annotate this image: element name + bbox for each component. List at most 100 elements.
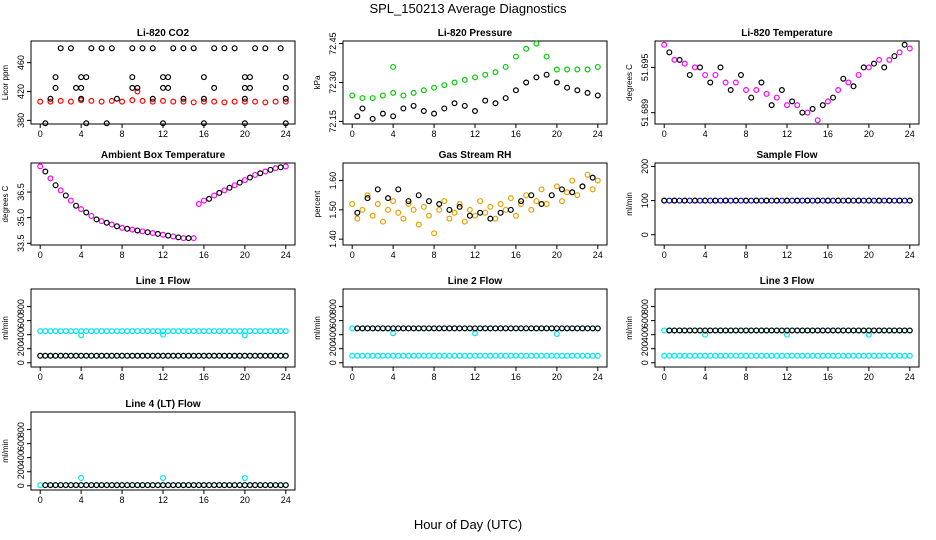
panel-7-series-0-point: [487, 352, 494, 359]
panel-9-series-0-point: [241, 475, 248, 482]
panel-7-series-2-point: [364, 325, 371, 332]
panel-6-series-2-point: [211, 352, 218, 359]
panel-0-series-1-point: [246, 74, 253, 81]
panel-3-series-0-point: [170, 233, 177, 240]
panel-5-series-1-point: [886, 197, 893, 204]
panel-0-series-0-point: [221, 99, 228, 106]
panel-7-series-2-point: [543, 325, 550, 332]
panel-4-series-1-point: [364, 195, 371, 202]
panel-3-ytick-label: 35.0: [16, 209, 26, 227]
panel-9-series-1-point: [113, 482, 120, 489]
panel-6-series-2-point: [93, 352, 100, 359]
panel-6-series-2-point: [231, 352, 238, 359]
panel-0-series-1-point: [241, 95, 248, 102]
panel-9-xtick-label: 20: [240, 495, 250, 505]
panel-1-series-1-point: [492, 100, 499, 107]
panel-2-series-0-point: [794, 102, 801, 109]
panel-4-series-0-point: [390, 198, 397, 205]
panel-7-ytick-label: 600: [328, 313, 338, 328]
panel-5-series-1-point: [906, 197, 913, 204]
panel-9-series-1-point: [154, 482, 161, 489]
panel-7-series-0-point: [451, 352, 458, 359]
panel-4-xtick-label: 0: [350, 250, 355, 260]
panel-0-series-1-point: [241, 84, 248, 91]
panel-9-ytick-label: 800: [16, 422, 26, 437]
panel-8-xtick-label: 0: [662, 372, 667, 382]
panel-0-series-1-point: [246, 84, 253, 91]
panel-7-series-0-point: [569, 352, 576, 359]
panel-3-ylabel: degrees C: [1, 185, 10, 222]
panel-7-series-0-point: [553, 352, 560, 359]
panel-8-series-0-point: [886, 352, 893, 359]
panel-8-series-2-point: [824, 327, 831, 334]
panel-4-series-0-point: [374, 201, 381, 208]
panel-6-series-0-point: [206, 328, 213, 335]
panel-0-series-1-point: [160, 84, 167, 91]
panel-5-xtick-label: 12: [782, 250, 792, 260]
panel-6-series-0-point: [180, 328, 187, 335]
panel-8-series-0-point: [748, 352, 755, 359]
panel-4-series-1-point: [466, 212, 473, 219]
panel-1-series-1-point: [482, 97, 489, 104]
panel-5-series-0-point: [778, 197, 785, 204]
panel-2-series-0-point: [712, 71, 719, 78]
panel-2-series-0-point: [804, 109, 811, 116]
panel-6-series-0-point: [236, 328, 243, 335]
panel-4-xtick-label: 24: [593, 250, 603, 260]
panel-0-series-1-point: [211, 45, 218, 52]
panel-8-series-2-point: [896, 327, 903, 334]
panel-9-series-1-point: [129, 482, 136, 489]
panel-9-series-1-point: [257, 482, 264, 489]
panel-7-series-2-point: [441, 325, 448, 332]
panel-0-xtick-label: 16: [199, 129, 209, 139]
panel-2-series-1-point: [870, 60, 877, 67]
panel-4-series-0-point: [446, 215, 453, 222]
panel-3-series-1-point: [185, 235, 192, 242]
panel-6-series-2-point: [170, 352, 177, 359]
panel-4-series-1-point: [415, 192, 422, 199]
panel-2-series-0-point: [691, 64, 698, 71]
panel-4-series-0-point: [584, 171, 591, 178]
panel-0-series-0-point: [262, 99, 269, 106]
panel-7-series-0-point: [379, 352, 386, 359]
panel-6-series-0-point: [190, 328, 197, 335]
panel-3-series-1-point: [165, 232, 172, 239]
panel-6-series-0-point: [241, 332, 248, 339]
panel-3-series-0-point: [160, 231, 167, 238]
panel-7-series-0-point: [502, 352, 509, 359]
panel-5-ytick-label: 0: [640, 232, 650, 237]
panel-6-ytick-label: 800: [16, 299, 26, 314]
panel-0-series-1-point: [67, 45, 74, 52]
panel-2-series-0-point: [783, 102, 790, 109]
panel-0-series-1-point: [165, 74, 172, 81]
panel-8-series-0-point: [814, 352, 821, 359]
panel-9-series-1-point: [139, 482, 146, 489]
panel-2-xtick-label: 0: [662, 129, 667, 139]
panel-8-series-2-point: [855, 327, 862, 334]
panel-8-series-0-point: [850, 352, 857, 359]
panel-4-series-0-point: [431, 230, 438, 237]
panel-5-series-0-point: [697, 197, 704, 204]
panel-5-series-1-point: [814, 197, 821, 204]
panel-7-series-2-point: [512, 325, 519, 332]
panel-1-series-0-point: [594, 63, 601, 70]
panel-8-series-0-point: [799, 352, 806, 359]
panel-8-series-0-point: [727, 352, 734, 359]
panel-5-series-1-point: [773, 197, 780, 204]
panel-5-series-0-point: [840, 197, 847, 204]
panel-8-series-0-point: [881, 352, 888, 359]
panel-3-series-0-point: [139, 228, 146, 235]
panel-9-series-1-point: [160, 482, 167, 489]
panel-8-series-2-point: [901, 327, 908, 334]
panel-0-series-1-point: [52, 84, 59, 91]
panel-7-series-0-point: [400, 352, 407, 359]
panel-0-series-0-point: [190, 99, 197, 106]
panel-0-series-0-point: [57, 97, 64, 104]
panel-7-xtick-label: 0: [350, 372, 355, 382]
panel-4-series-0-point: [379, 218, 386, 225]
panel-0-series-0-point: [170, 98, 177, 105]
panel-8-series-0-point: [676, 352, 683, 359]
panel-6-series-2-point: [226, 352, 233, 359]
panel-7-series-2-point: [405, 325, 412, 332]
